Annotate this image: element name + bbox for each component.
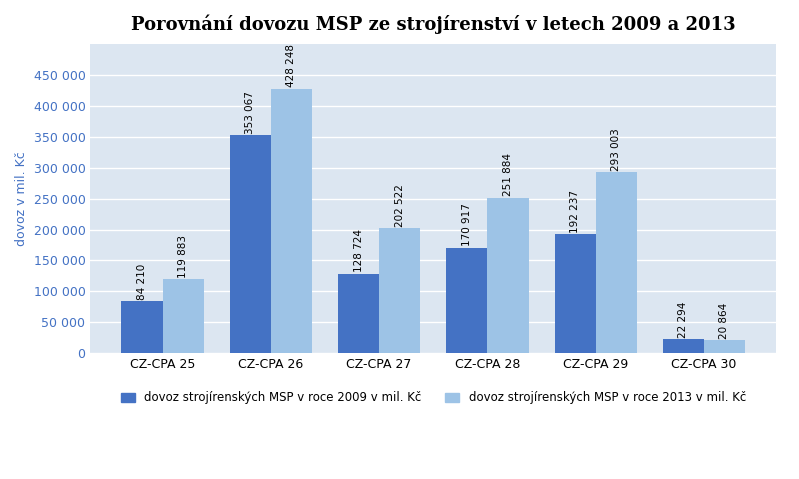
Text: 251 884: 251 884	[503, 153, 513, 196]
Text: 128 724: 128 724	[354, 229, 364, 273]
Text: 293 003: 293 003	[611, 128, 621, 171]
Legend: dovoz strojírenských MSP v roce 2009 v mil. Kč, dovoz strojírenských MSP v roce : dovoz strojírenských MSP v roce 2009 v m…	[116, 387, 750, 409]
Bar	[380, 228, 420, 353]
Text: 192 237: 192 237	[570, 190, 580, 233]
Text: 20 864: 20 864	[719, 303, 729, 339]
Bar	[338, 274, 380, 353]
Text: 84 210: 84 210	[137, 263, 147, 300]
Text: 22 294: 22 294	[678, 302, 688, 338]
Bar	[163, 279, 204, 353]
Bar	[595, 172, 637, 353]
Y-axis label: dovoz v mil. Kč: dovoz v mil. Kč	[15, 151, 28, 246]
Text: 353 067: 353 067	[245, 91, 256, 134]
Text: 119 883: 119 883	[178, 235, 189, 278]
Bar	[121, 301, 163, 353]
Bar	[447, 248, 487, 353]
Bar	[704, 340, 745, 353]
Text: 428 248: 428 248	[286, 45, 296, 88]
Bar	[271, 89, 312, 353]
Text: 170 917: 170 917	[462, 204, 472, 246]
Bar	[662, 339, 704, 353]
Text: 202 522: 202 522	[395, 184, 405, 227]
Title: Porovnání dovozu MSP ze strojírenství v letech 2009 a 2013: Porovnání dovozu MSP ze strojírenství v …	[131, 15, 736, 34]
Bar	[230, 135, 271, 353]
Bar	[555, 234, 595, 353]
Bar	[487, 197, 528, 353]
